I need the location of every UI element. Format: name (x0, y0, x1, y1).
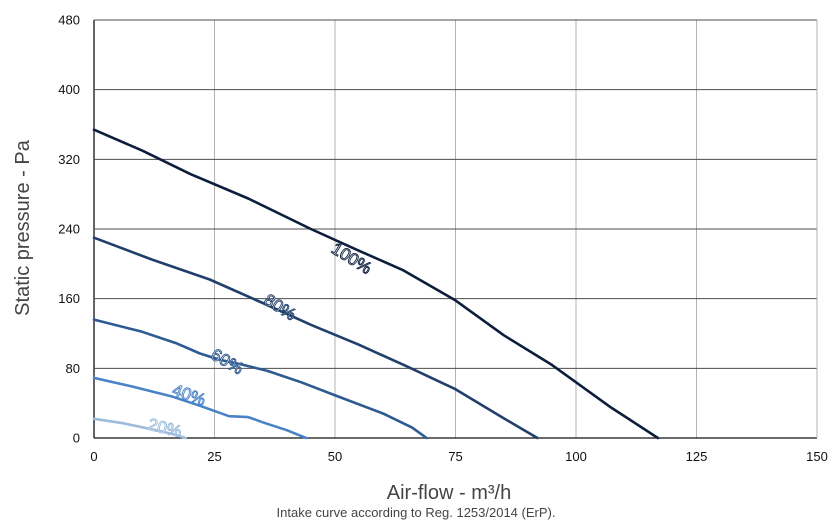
x-tick-label: 0 (90, 449, 97, 464)
y-tick-label: 160 (58, 291, 80, 306)
series-line-100pct (92, 128, 660, 440)
series-layer (92, 128, 660, 440)
series-line-20pct (92, 417, 187, 440)
y-tick-label: 0 (73, 431, 80, 446)
curve-label-40pct: 40% (170, 380, 208, 409)
y-axis-title: Static pressure - Pa (12, 139, 34, 316)
x-tick-label: 25 (207, 449, 221, 464)
tick-labels: 0 25 50 75 100 125 150 0 80 160 240 320 400 480 (58, 13, 828, 465)
chart-caption: Intake curve according to Reg. 1253/2014… (276, 505, 556, 520)
curve-label-80pct: 80% (261, 290, 300, 324)
series-line-80pct (92, 236, 539, 440)
x-tick-label: 100 (565, 449, 587, 464)
grid (93, 19, 818, 439)
curve-label-60pct: 60% (208, 345, 247, 378)
x-tick-label: 125 (686, 449, 708, 464)
y-tick-label: 240 (58, 222, 80, 237)
series-line-60pct (92, 318, 428, 440)
x-axis-title: Air-flow - m³/h (387, 482, 511, 504)
x-tick-label: 50 (328, 449, 342, 464)
x-tick-label: 150 (806, 449, 828, 464)
series-line-40pct (92, 376, 308, 440)
y-tick-label: 400 (58, 82, 80, 97)
y-tick-label: 80 (66, 361, 80, 376)
y-tick-label: 480 (58, 13, 80, 28)
x-tick-label: 75 (448, 449, 462, 464)
y-tick-label: 320 (58, 152, 80, 167)
